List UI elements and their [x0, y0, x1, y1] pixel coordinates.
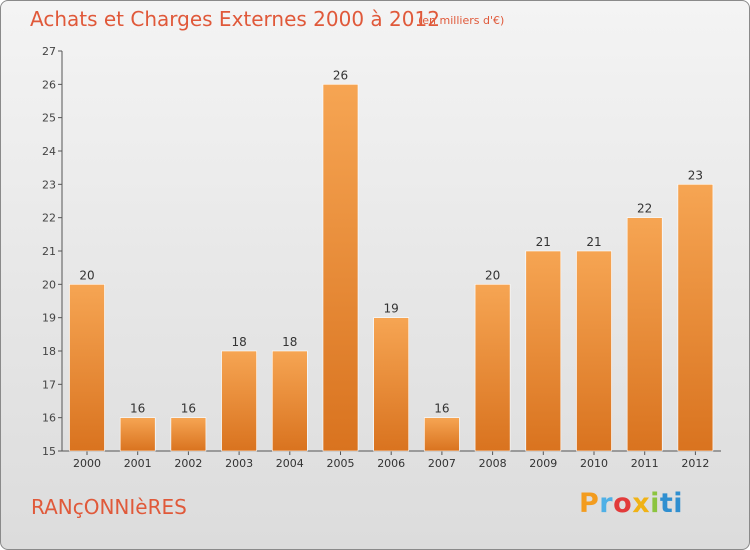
y-tick-label: 17: [42, 378, 56, 391]
bar: [221, 350, 257, 452]
data-label: 22: [637, 202, 652, 216]
x-axis: 2000 2001 2002 2003 2004 2005 2006 2007 2008 2009…: [62, 450, 721, 470]
bar: [677, 184, 714, 452]
data-label: 23: [688, 168, 703, 182]
x-tick-label: 2000: [73, 457, 101, 470]
logo-letter: i: [650, 488, 660, 519]
data-label: 20: [485, 268, 500, 282]
y-tick-label: 25: [42, 112, 56, 125]
x-tick-label: 2003: [225, 457, 253, 470]
proxiti-logo[interactable]: Proxiti: [579, 488, 683, 519]
data-label: 26: [333, 68, 348, 82]
logo-letter: o: [613, 488, 633, 519]
x-tick-label: 2007: [428, 457, 456, 470]
y-tick-label: 15: [42, 445, 56, 458]
x-tick-label: 2001: [124, 457, 152, 470]
data-label: 16: [434, 402, 449, 416]
data-label: 16: [181, 402, 196, 416]
chart-unit: (en milliers d'€): [418, 14, 505, 27]
logo-letter: x: [632, 488, 651, 519]
y-tick-label: 24: [42, 145, 56, 158]
y-tick-label: 18: [42, 345, 56, 358]
data-label: 16: [130, 402, 145, 416]
bar: [373, 317, 410, 452]
y-tick-label: 27: [42, 45, 56, 58]
data-label: 21: [536, 235, 551, 249]
y-tick-label: 16: [42, 412, 56, 425]
bar: [626, 217, 663, 452]
bar: [525, 250, 562, 452]
logo-letter: P: [579, 488, 600, 519]
x-tick-label: 2004: [276, 457, 304, 470]
y-tick-label: 21: [42, 245, 56, 258]
x-tick-label: 2006: [377, 457, 405, 470]
bar: [170, 417, 207, 452]
x-tick-label: 2010: [580, 457, 608, 470]
x-tick-label: 2008: [479, 457, 507, 470]
bar: [119, 417, 156, 452]
data-label: 18: [282, 335, 297, 349]
bar: [69, 284, 105, 452]
x-tick-label: 2011: [631, 457, 659, 470]
bar: [424, 417, 460, 452]
bar: [474, 284, 511, 452]
x-tick-label: 2012: [681, 457, 709, 470]
logo-letter: r: [599, 488, 614, 519]
y-tick-label: 26: [42, 78, 56, 91]
bar: [322, 84, 359, 452]
x-tick-label: 2002: [174, 457, 202, 470]
y-tick-label: 19: [42, 312, 56, 325]
data-label: 20: [79, 268, 94, 282]
bar: [271, 350, 308, 452]
chart-title: Achats et Charges Externes 2000 à 2012: [30, 7, 440, 31]
bar: [576, 250, 612, 452]
y-tick-label: 22: [42, 212, 56, 225]
x-tick-label: 2009: [529, 457, 557, 470]
y-axis: 15 16 17 18 19 20 21 22 23 24 25 26 27: [42, 45, 63, 458]
logo-letter: ti: [659, 488, 684, 519]
data-labels: 20 16 16 18 18 26 19 16 20 21 21 22 23: [79, 68, 703, 415]
data-label: 21: [586, 235, 601, 249]
y-tick-label: 20: [42, 278, 56, 291]
data-label: 19: [384, 302, 399, 316]
data-label: 18: [231, 335, 246, 349]
x-tick-label: 2005: [327, 457, 355, 470]
bars: [69, 84, 714, 452]
commune-name: RANçONNIèRES: [31, 495, 187, 519]
y-tick-label: 23: [42, 178, 56, 191]
